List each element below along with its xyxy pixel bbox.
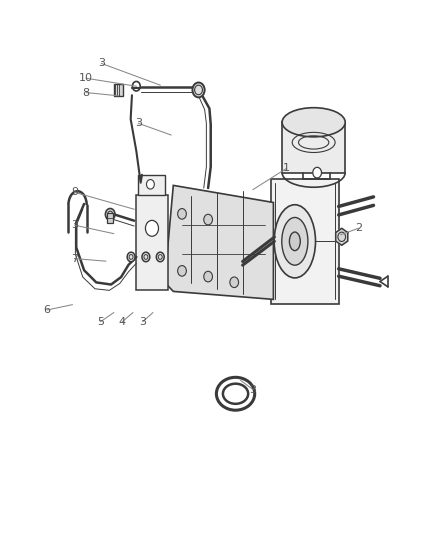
Circle shape [178, 208, 186, 219]
Bar [138, 175, 165, 195]
Ellipse shape [142, 252, 150, 262]
Circle shape [230, 277, 239, 288]
Text: 3: 3 [135, 118, 142, 128]
Ellipse shape [216, 377, 254, 410]
Ellipse shape [274, 205, 315, 278]
Text: 3: 3 [98, 59, 105, 68]
Ellipse shape [156, 252, 164, 262]
Bar [282, 122, 345, 173]
Polygon shape [165, 185, 273, 300]
Ellipse shape [127, 252, 135, 262]
Text: 7: 7 [71, 254, 78, 263]
Text: 5: 5 [97, 317, 104, 327]
Circle shape [178, 265, 186, 276]
Text: 6: 6 [44, 305, 50, 315]
Bar [136, 195, 168, 290]
Text: 3: 3 [71, 220, 78, 230]
Ellipse shape [192, 83, 205, 98]
Polygon shape [336, 228, 348, 245]
Bar [107, 213, 113, 223]
Circle shape [204, 214, 212, 225]
Text: 3: 3 [139, 317, 146, 327]
Ellipse shape [282, 217, 308, 265]
Ellipse shape [282, 108, 345, 137]
Ellipse shape [106, 208, 115, 220]
Circle shape [146, 180, 154, 189]
Circle shape [313, 167, 321, 178]
Bar [114, 84, 123, 96]
Ellipse shape [290, 232, 300, 251]
Text: 4: 4 [119, 317, 126, 327]
Circle shape [145, 220, 159, 236]
Text: 10: 10 [79, 73, 93, 83]
Text: 3: 3 [250, 384, 256, 394]
Circle shape [204, 271, 212, 282]
Text: 9: 9 [71, 187, 78, 197]
Ellipse shape [223, 384, 248, 404]
Bar [271, 179, 339, 304]
Text: 2: 2 [355, 223, 362, 233]
Text: 1: 1 [283, 164, 290, 173]
Text: 8: 8 [83, 87, 90, 98]
